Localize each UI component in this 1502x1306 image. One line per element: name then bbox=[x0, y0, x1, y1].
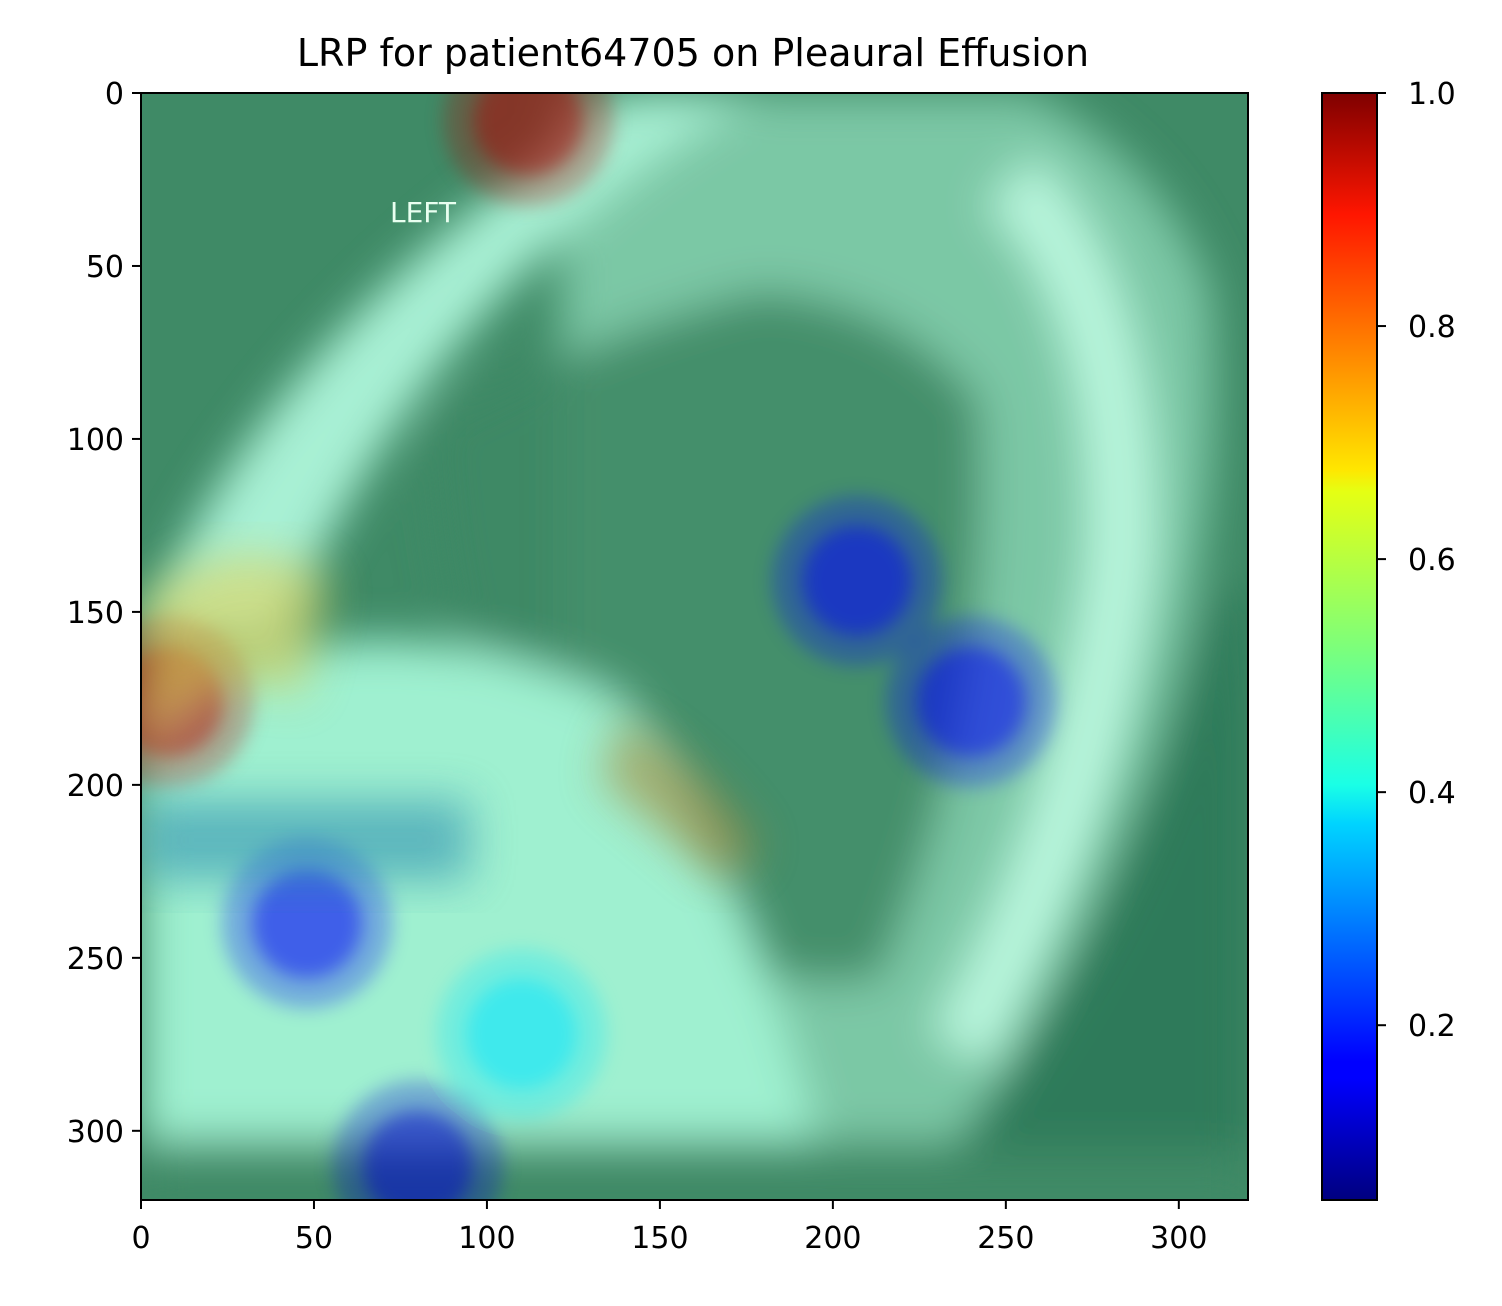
colorbar-ticks: 0.2 0.4 0.6 0.8 1.0 bbox=[1377, 77, 1456, 1044]
y-axis-ticks: 0 50 100 150 200 250 300 bbox=[67, 77, 141, 1150]
y-tick-label-50: 50 bbox=[86, 250, 124, 285]
warm-band-upper-arm bbox=[141, 554, 330, 760]
chart-title: LRP for patient64705 on Pleaural Effusio… bbox=[297, 31, 1089, 75]
colorbar-gradient bbox=[1322, 93, 1377, 1200]
x-tick-label-250: 250 bbox=[977, 1221, 1034, 1256]
hotspot-3 bbox=[916, 646, 1027, 757]
xray-arm-band bbox=[141, 93, 760, 640]
hotspot-2 bbox=[802, 525, 913, 636]
y-tick-label-200: 200 bbox=[67, 769, 124, 804]
x-axis-ticks: 0 50 100 150 200 250 300 bbox=[131, 1200, 1207, 1256]
xray-right-dark-region bbox=[950, 590, 1248, 1150]
warm-bands bbox=[141, 554, 760, 880]
y-tick-label-300: 300 bbox=[67, 1115, 124, 1150]
cool-band-left bbox=[141, 800, 470, 880]
x-tick-label-200: 200 bbox=[804, 1221, 861, 1256]
hotspot-6 bbox=[362, 1110, 473, 1200]
colorbar-tick-label-1: 0.4 bbox=[1408, 776, 1456, 811]
warm-band-mid bbox=[600, 720, 760, 880]
colorbar-tick-label-3: 0.8 bbox=[1408, 310, 1456, 345]
plot-frame bbox=[140, 92, 1249, 1201]
plot-area: LEFT bbox=[141, 93, 1248, 1200]
hotspot-4 bbox=[252, 868, 363, 979]
x-tick-label-0: 0 bbox=[131, 1221, 150, 1256]
x-tick-label-100: 100 bbox=[458, 1221, 515, 1256]
colorbar: 0.2 0.4 0.6 0.8 1.0 bbox=[1321, 77, 1456, 1201]
colorbar-tick-label-2: 0.6 bbox=[1408, 543, 1456, 578]
colorbar-tick-label-0: 0.2 bbox=[1408, 1009, 1456, 1044]
image-annotation-left: LEFT bbox=[390, 196, 457, 229]
colorbar-tick-label-4: 1.0 bbox=[1408, 77, 1456, 112]
xray-spine-band bbox=[929, 155, 1156, 1068]
y-tick-label-0: 0 bbox=[105, 77, 124, 112]
relevance-hotspots bbox=[141, 93, 1057, 1200]
y-tick-label-250: 250 bbox=[67, 942, 124, 977]
y-tick-label-150: 150 bbox=[67, 596, 124, 631]
y-tick-label-100: 100 bbox=[67, 423, 124, 458]
x-tick-label-150: 150 bbox=[631, 1221, 688, 1256]
colorbar-frame bbox=[1321, 92, 1378, 1201]
x-tick-label-300: 300 bbox=[1150, 1221, 1207, 1256]
hotspot-0 bbox=[473, 93, 584, 176]
x-tick-label-50: 50 bbox=[295, 1221, 333, 1256]
hotspot-5 bbox=[466, 978, 577, 1089]
